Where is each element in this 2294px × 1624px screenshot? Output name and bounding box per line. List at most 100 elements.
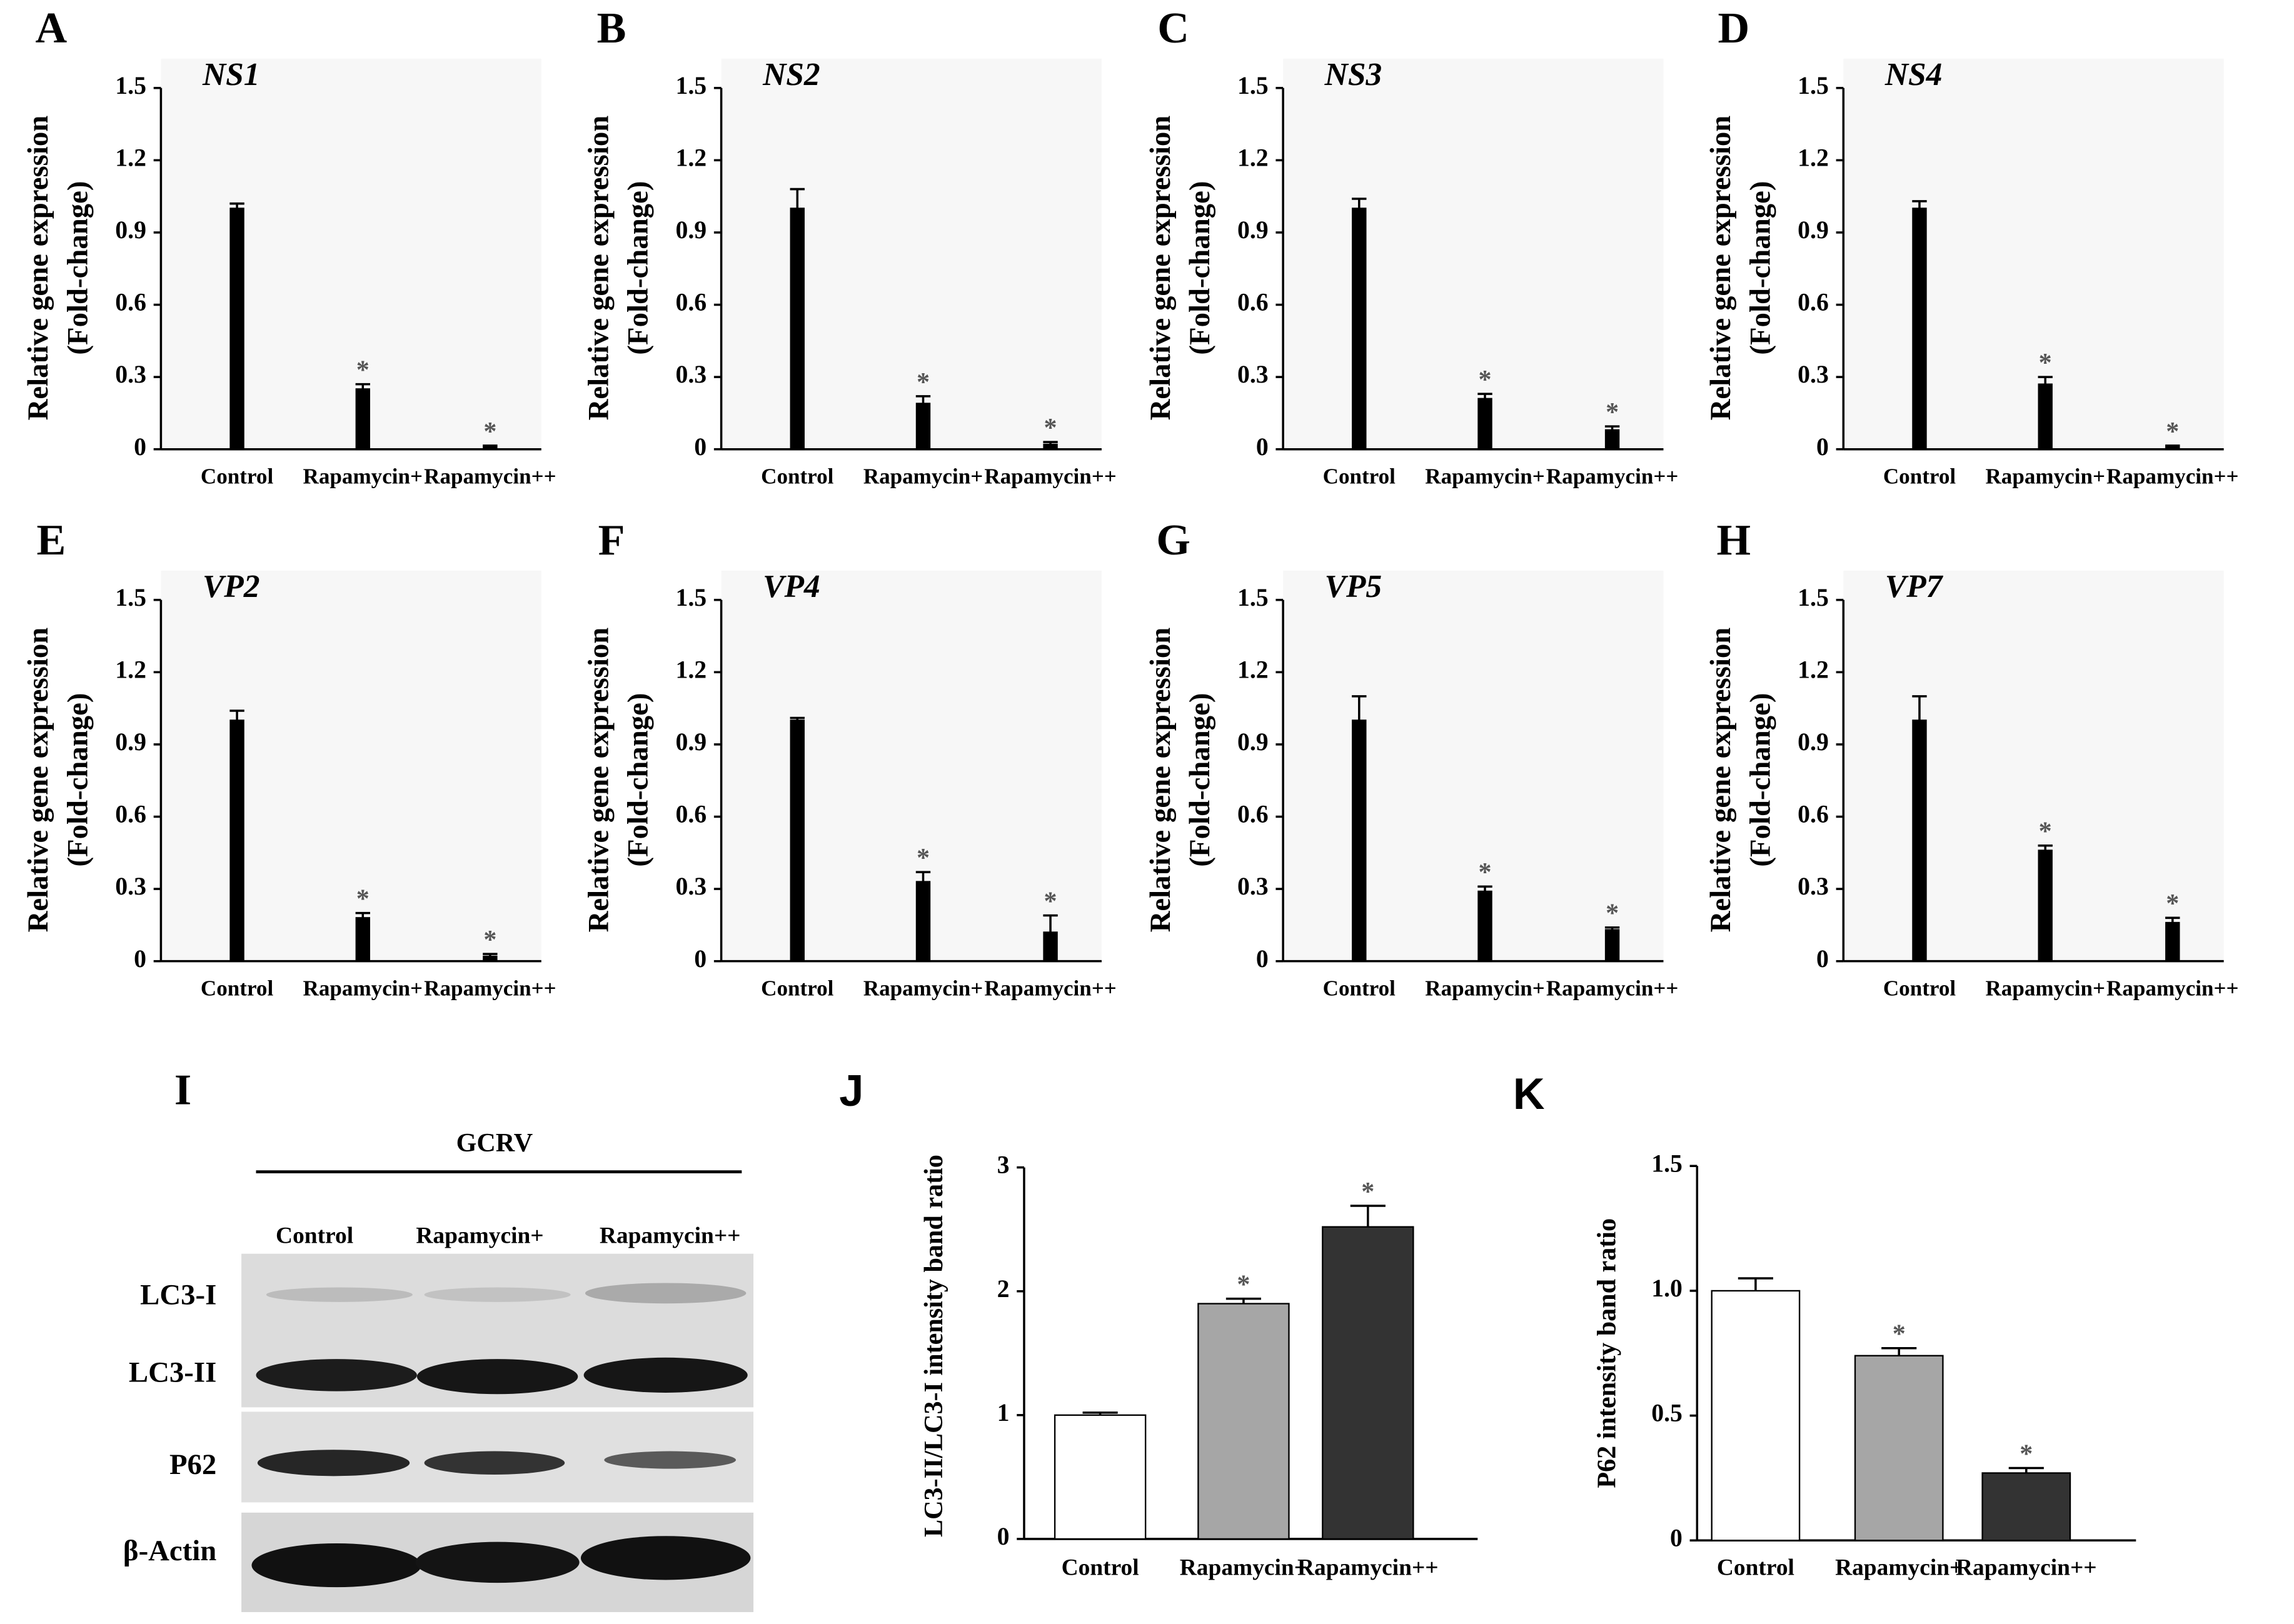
- bar: [355, 917, 371, 962]
- x-tick-label: Control: [1062, 1555, 1139, 1581]
- x-tick-label: Rapamycin+: [1425, 464, 1545, 489]
- panel-letter: K: [1513, 1069, 1545, 1118]
- significance-mark: *: [483, 925, 496, 955]
- x-tick-label: Control: [761, 464, 834, 489]
- y-tick-label: 0: [1816, 945, 1829, 973]
- y-tick-label: 0.6: [115, 801, 146, 828]
- x-tick-label: Control: [1323, 976, 1396, 1001]
- y-tick-label: 1.2: [1798, 144, 1829, 171]
- y-axis-label: Relative gene expression: [582, 628, 615, 933]
- x-tick-label: Control: [1717, 1555, 1794, 1581]
- bar: [1197, 1303, 1290, 1540]
- y-axis-label: Relative gene expression: [22, 628, 54, 933]
- panel-letter: A: [36, 4, 68, 53]
- x-tick-label: Rapamycin+: [1835, 1555, 1963, 1581]
- x-tick-label: Rapamycin+: [1180, 1555, 1307, 1581]
- y-tick-label: 0: [1670, 1524, 1683, 1551]
- y-tick-label: 0.9: [1798, 216, 1829, 244]
- band: [257, 1450, 410, 1476]
- x-tick-label: Control: [201, 976, 274, 1001]
- y-tick-label: 1.2: [675, 144, 707, 171]
- y-axis-label: (Fold-change): [1184, 693, 1216, 866]
- band: [416, 1359, 578, 1395]
- bar: [2165, 921, 2180, 962]
- x-tick-label: Control: [201, 464, 274, 489]
- significance-mark: *: [1044, 413, 1057, 443]
- x-tick-label: Control: [1323, 464, 1396, 489]
- y-tick-label: 0.6: [1798, 289, 1829, 316]
- bar: [1043, 443, 1058, 450]
- significance-mark: *: [1044, 886, 1057, 916]
- y-tick-label: 1.2: [1798, 656, 1829, 683]
- x-tick-label: Rapamycin++: [2106, 464, 2238, 489]
- y-tick-label: 0: [997, 1523, 1010, 1550]
- row-label: LC3-I: [140, 1279, 216, 1311]
- significance-mark: *: [2039, 817, 2052, 846]
- bar: [790, 719, 805, 962]
- significance-mark: *: [2020, 1439, 2033, 1468]
- y-axis-label: Relative gene expression: [22, 116, 54, 421]
- bar: [1912, 208, 1927, 450]
- bar: [1054, 1414, 1147, 1540]
- chart-title: NS3: [1324, 57, 1382, 93]
- x-tick-label: Rapamycin++: [984, 464, 1116, 489]
- y-axis-label: (Fold-change): [61, 181, 94, 355]
- y-tick-label: 1.5: [1651, 1150, 1683, 1177]
- plot-background: [1283, 58, 1664, 449]
- panel-letter: J: [839, 1066, 863, 1115]
- bar: [1981, 1472, 2071, 1541]
- band: [256, 1359, 417, 1391]
- y-tick-label: 0.3: [675, 873, 707, 900]
- y-tick-label: 1.5: [675, 72, 707, 99]
- bar: [229, 719, 244, 962]
- x-tick-label: Control: [1883, 976, 1956, 1001]
- bar: [355, 388, 371, 450]
- y-axis-label: Relative gene expression: [1144, 116, 1177, 421]
- band: [251, 1543, 421, 1588]
- y-tick-label: 0: [134, 945, 146, 973]
- chart-title: NS4: [1884, 57, 1943, 93]
- y-tick-label: 2: [997, 1275, 1010, 1303]
- y-axis-label: (Fold-change): [622, 693, 655, 866]
- chart-title: NS2: [762, 57, 820, 93]
- bar: [1854, 1355, 1944, 1541]
- bar: [1477, 398, 1492, 450]
- column-label: Rapamycin+: [416, 1223, 543, 1249]
- x-tick-label: Rapamycin+: [303, 976, 423, 1001]
- y-tick-label: 0.9: [115, 216, 146, 244]
- y-tick-label: 0.3: [1237, 361, 1269, 388]
- y-tick-label: 0.9: [1237, 216, 1269, 244]
- western-blot: I GCRV Control Rapamycin+ Rapamycin++ LC…: [123, 1066, 754, 1612]
- panel-letter: C: [1157, 4, 1189, 53]
- y-tick-label: 1.5: [1798, 584, 1829, 611]
- bar: [483, 955, 498, 962]
- significance-mark: *: [2166, 417, 2179, 446]
- y-tick-label: 0: [1256, 945, 1269, 973]
- significance-mark: *: [1478, 365, 1491, 394]
- column-label: Control: [276, 1223, 353, 1249]
- chart-title: VP2: [203, 569, 260, 604]
- bar: [1477, 890, 1492, 962]
- y-axis-label: (Fold-change): [1744, 181, 1776, 355]
- y-tick-label: 0: [1816, 433, 1829, 461]
- y-tick-label: 1.5: [675, 584, 707, 611]
- column-label: Rapamycin++: [600, 1223, 741, 1249]
- significance-mark: *: [917, 368, 930, 397]
- bar: [790, 208, 805, 450]
- row-label: LC3-II: [129, 1356, 216, 1389]
- significance-mark: *: [356, 356, 370, 385]
- bar: [1604, 429, 1620, 450]
- y-tick-label: 1.2: [1237, 144, 1269, 171]
- panel-letter: F: [598, 516, 625, 564]
- chart-title: VP5: [1325, 569, 1382, 604]
- y-tick-label: 1.2: [1237, 656, 1269, 683]
- panel-letter: D: [1718, 4, 1749, 53]
- y-tick-label: 0.6: [1237, 801, 1269, 828]
- plot-background: [721, 58, 1102, 449]
- x-tick-label: Rapamycin++: [1546, 976, 1678, 1001]
- significance-mark: *: [483, 417, 496, 446]
- x-tick-label: Rapamycin++: [424, 976, 556, 1001]
- x-tick-label: Control: [1883, 464, 1956, 489]
- bar: [1043, 931, 1058, 962]
